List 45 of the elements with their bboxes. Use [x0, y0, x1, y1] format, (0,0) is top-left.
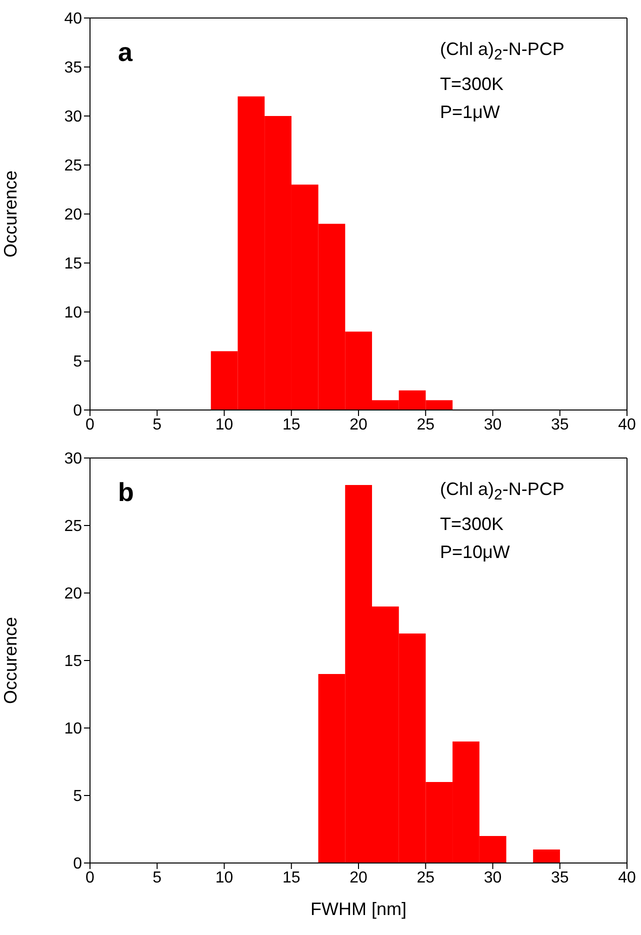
y-tick-label: 30 — [64, 450, 82, 468]
y-tick-label: 25 — [64, 518, 82, 536]
x-tick-label: 0 — [86, 416, 95, 434]
y-tick-label: 35 — [64, 60, 82, 77]
y-tick-label: 20 — [64, 206, 82, 224]
x-tick-label: 30 — [484, 416, 502, 434]
y-tick-label: 25 — [64, 158, 82, 175]
annotation: T=300K — [440, 72, 505, 96]
x-tick-label: 25 — [416, 869, 435, 886]
x-tick-label: 5 — [152, 416, 162, 434]
y-tick-label: 0 — [73, 856, 82, 873]
y-tick-label: 5 — [73, 788, 82, 806]
y-tick-label: 5 — [73, 354, 82, 371]
x-tick-label: 25 — [416, 416, 435, 434]
y-axis-title: Occurence — [0, 170, 20, 258]
x-tick-label: 0 — [86, 869, 95, 886]
x-tick-label: 35 — [550, 416, 569, 434]
y-tick-label: 0 — [73, 402, 82, 420]
x-tick-label: 5 — [152, 869, 162, 886]
annotation: P=10μW — [440, 540, 511, 564]
x-tick-label: 20 — [350, 416, 368, 434]
annotation: P=1μW — [440, 100, 501, 124]
annotation: a — [118, 37, 132, 68]
x-tick-label: 40 — [618, 416, 636, 434]
y-tick-label: 10 — [64, 720, 82, 738]
x-tick-label: 10 — [215, 869, 234, 886]
annotation: T=300K — [440, 512, 505, 536]
x-tick-label: 40 — [618, 869, 636, 886]
x-tick-label: 15 — [282, 869, 300, 886]
x-tick-label: 20 — [350, 869, 368, 886]
y-tick-label: 20 — [64, 586, 82, 603]
y-tick-label: 30 — [64, 108, 82, 126]
y-tick-label: 15 — [64, 256, 82, 273]
y-tick-label: 40 — [64, 10, 82, 28]
y-tick-label: 10 — [64, 304, 82, 322]
annotation: (Chl a)$_{2}$-N-PCP — [440, 478, 564, 506]
y-axis-title: Occurence — [0, 616, 20, 704]
annotation: b — [118, 477, 134, 508]
x-axis-title: FWHM [nm] — [310, 899, 406, 919]
x-tick-label: 15 — [282, 416, 300, 434]
x-tick-label: 30 — [484, 869, 502, 886]
x-tick-label: 10 — [215, 416, 234, 434]
x-tick-label: 35 — [550, 869, 569, 886]
annotation: (Chl a)$_{2}$-N-PCP — [440, 38, 564, 66]
y-tick-label: 15 — [64, 653, 82, 670]
